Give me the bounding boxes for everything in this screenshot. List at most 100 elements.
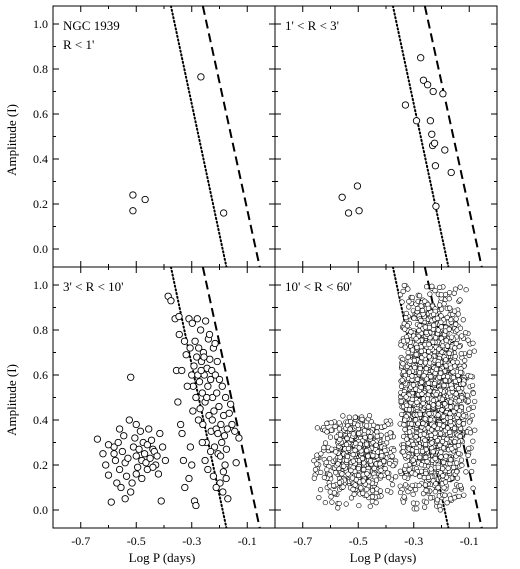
data-point [418, 348, 424, 354]
data-point [337, 432, 344, 438]
data-point [353, 182, 362, 190]
data-point [450, 359, 456, 365]
panel-label: 10' < R < 60' [285, 279, 352, 294]
data-point [124, 454, 132, 462]
data-point [469, 412, 475, 419]
data-point [403, 463, 409, 469]
data-point [403, 310, 409, 316]
data-point [416, 370, 423, 376]
data-point [471, 348, 477, 354]
data-point [441, 382, 447, 389]
data-point [460, 317, 466, 323]
data-point [114, 438, 122, 447]
data-point [453, 321, 459, 327]
data-point [364, 492, 370, 498]
data-point [438, 324, 444, 330]
data-point [425, 305, 432, 311]
panel-bottom-left: 0.0 0.2 0.4 0.6 0.8 1.0 -0.7 -0.5 -0.3 -0.1 3' < R… [33, 266, 276, 548]
y-tick-label: 1.0 [33, 278, 48, 292]
data-point [416, 482, 422, 489]
x-axis-label-right: Log P (days) [350, 550, 417, 565]
data-point [379, 453, 385, 459]
data-point [391, 447, 397, 454]
data-point [364, 448, 370, 454]
data-point [432, 202, 440, 210]
data-point [220, 209, 228, 217]
data-point [402, 417, 408, 423]
data-point [122, 472, 131, 480]
data-point [441, 301, 447, 307]
data-point [444, 343, 451, 349]
data-point [417, 365, 423, 372]
data-point [345, 471, 351, 477]
data-point [423, 454, 429, 460]
data-point [329, 499, 335, 505]
data-point [428, 130, 436, 138]
data-point [439, 438, 446, 445]
data-point [346, 414, 352, 420]
data-point [402, 426, 408, 433]
data-point [435, 401, 442, 407]
data-point [463, 287, 469, 293]
data-point [411, 315, 417, 321]
data-point [422, 298, 428, 304]
data-point [355, 472, 362, 479]
data-point [312, 467, 319, 473]
data-point [219, 468, 228, 476]
data-point [424, 376, 430, 382]
data-point [407, 358, 413, 364]
data-point [427, 360, 433, 366]
data-point [430, 449, 436, 455]
data-point [448, 496, 454, 502]
data-point [448, 404, 454, 410]
data-point [216, 479, 224, 487]
data-point [185, 474, 193, 483]
data-point [194, 416, 203, 424]
data-point [466, 406, 472, 412]
panel-bottom-right: -0.7 -0.5 -0.3 -0.1 10' < R < 60' [274, 266, 498, 548]
data-point [406, 369, 413, 375]
data-point [447, 429, 453, 436]
data-point [356, 430, 362, 437]
data-point [409, 396, 415, 402]
data-point [423, 365, 429, 372]
data-point [440, 413, 447, 419]
data-point [179, 456, 188, 465]
data-point [470, 390, 476, 396]
data-point [389, 453, 395, 459]
data-point [216, 452, 225, 460]
data-point [356, 445, 362, 451]
data-point [121, 495, 129, 503]
data-point [192, 501, 200, 510]
data-point [458, 351, 464, 357]
data-point [110, 450, 118, 458]
data-point [99, 450, 107, 458]
data-point [446, 350, 452, 356]
data-point [328, 427, 334, 433]
data-point [406, 467, 412, 473]
data-point [366, 479, 372, 485]
data-point [455, 311, 461, 317]
data-point [409, 482, 415, 489]
data-point [458, 457, 465, 463]
data-point [352, 482, 358, 488]
data-point [400, 288, 406, 294]
data-point [435, 412, 441, 418]
data-point [426, 341, 432, 347]
x-tick-label: -0.3 [404, 534, 423, 548]
data-point [437, 507, 443, 513]
data-point [430, 397, 437, 404]
data-point [442, 479, 449, 485]
data-point [341, 463, 347, 469]
data-point [419, 307, 426, 314]
data-point [409, 294, 415, 301]
data-point [228, 420, 236, 429]
data-point [431, 381, 438, 387]
data-point [362, 427, 368, 434]
data-point [423, 441, 429, 448]
data-point [345, 445, 352, 452]
data-point [429, 440, 435, 446]
data-point [401, 494, 407, 500]
data-point [231, 427, 239, 435]
data-point [453, 316, 459, 322]
